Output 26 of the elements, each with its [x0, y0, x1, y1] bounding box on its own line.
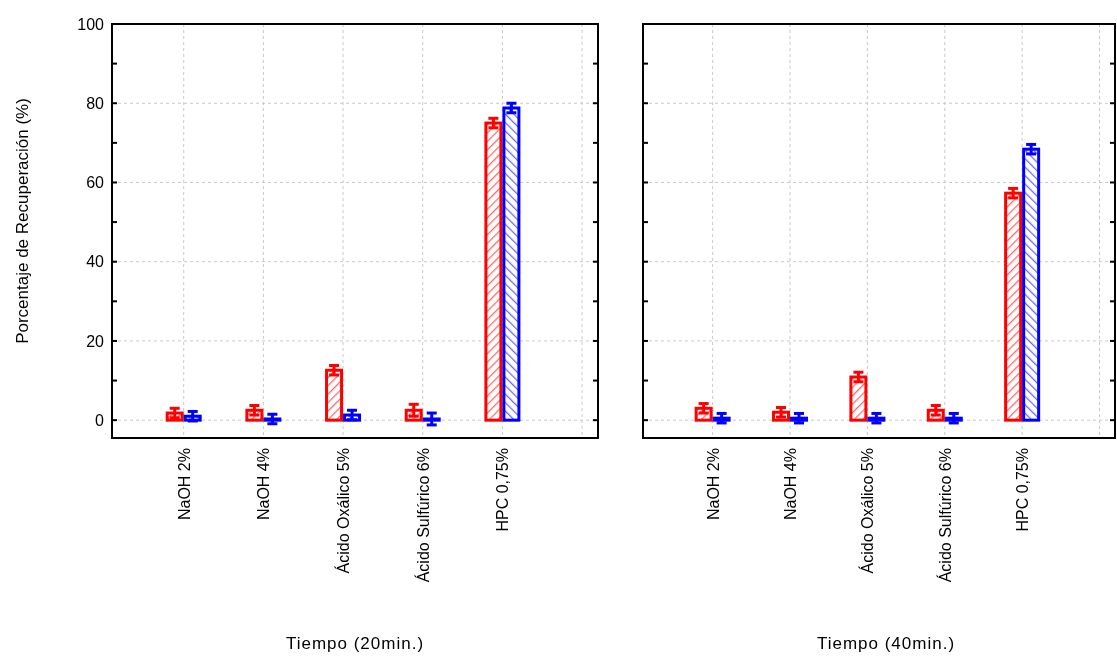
x-axis-title: Tiempo (40min.): [816, 634, 956, 653]
x-tick-label: Ácido Sulfúrico 6%: [413, 448, 432, 583]
bar: [1022, 147, 1041, 422]
x-tick-label: NaOH 4%: [782, 448, 800, 521]
y-tick-label: 20: [86, 332, 105, 350]
x-tick-label: HPC 0,75%: [1014, 448, 1032, 532]
x-tick-label: Ácido Oxálico 5%: [858, 448, 877, 574]
y-tick-label: 100: [77, 15, 105, 33]
x-tick-label: HPC 0,75%: [494, 448, 512, 532]
y-tick-label: 0: [95, 411, 105, 429]
x-tick-label: NaOH 2%: [175, 448, 193, 521]
x-tick-label: Ácido Sulfúrico 6%: [935, 448, 954, 583]
bar: [502, 106, 521, 422]
y-axis-title: Porcentaje de Recuperación (%): [13, 98, 32, 344]
x-tick-label: NaOH 2%: [704, 448, 722, 521]
bar: [484, 121, 503, 422]
x-tick-label: NaOH 4%: [255, 448, 273, 521]
x-tick-label: Ácido Oxálico 5%: [334, 448, 353, 574]
y-tick-label: 80: [86, 94, 105, 112]
x-axis-title: Tiempo (20min.): [285, 634, 425, 653]
bar: [694, 406, 713, 422]
y-tick-label: 40: [86, 253, 105, 271]
bar: [325, 368, 344, 422]
y-tick-label: 60: [86, 174, 105, 192]
bar: [1004, 191, 1023, 422]
bar: [849, 375, 868, 422]
